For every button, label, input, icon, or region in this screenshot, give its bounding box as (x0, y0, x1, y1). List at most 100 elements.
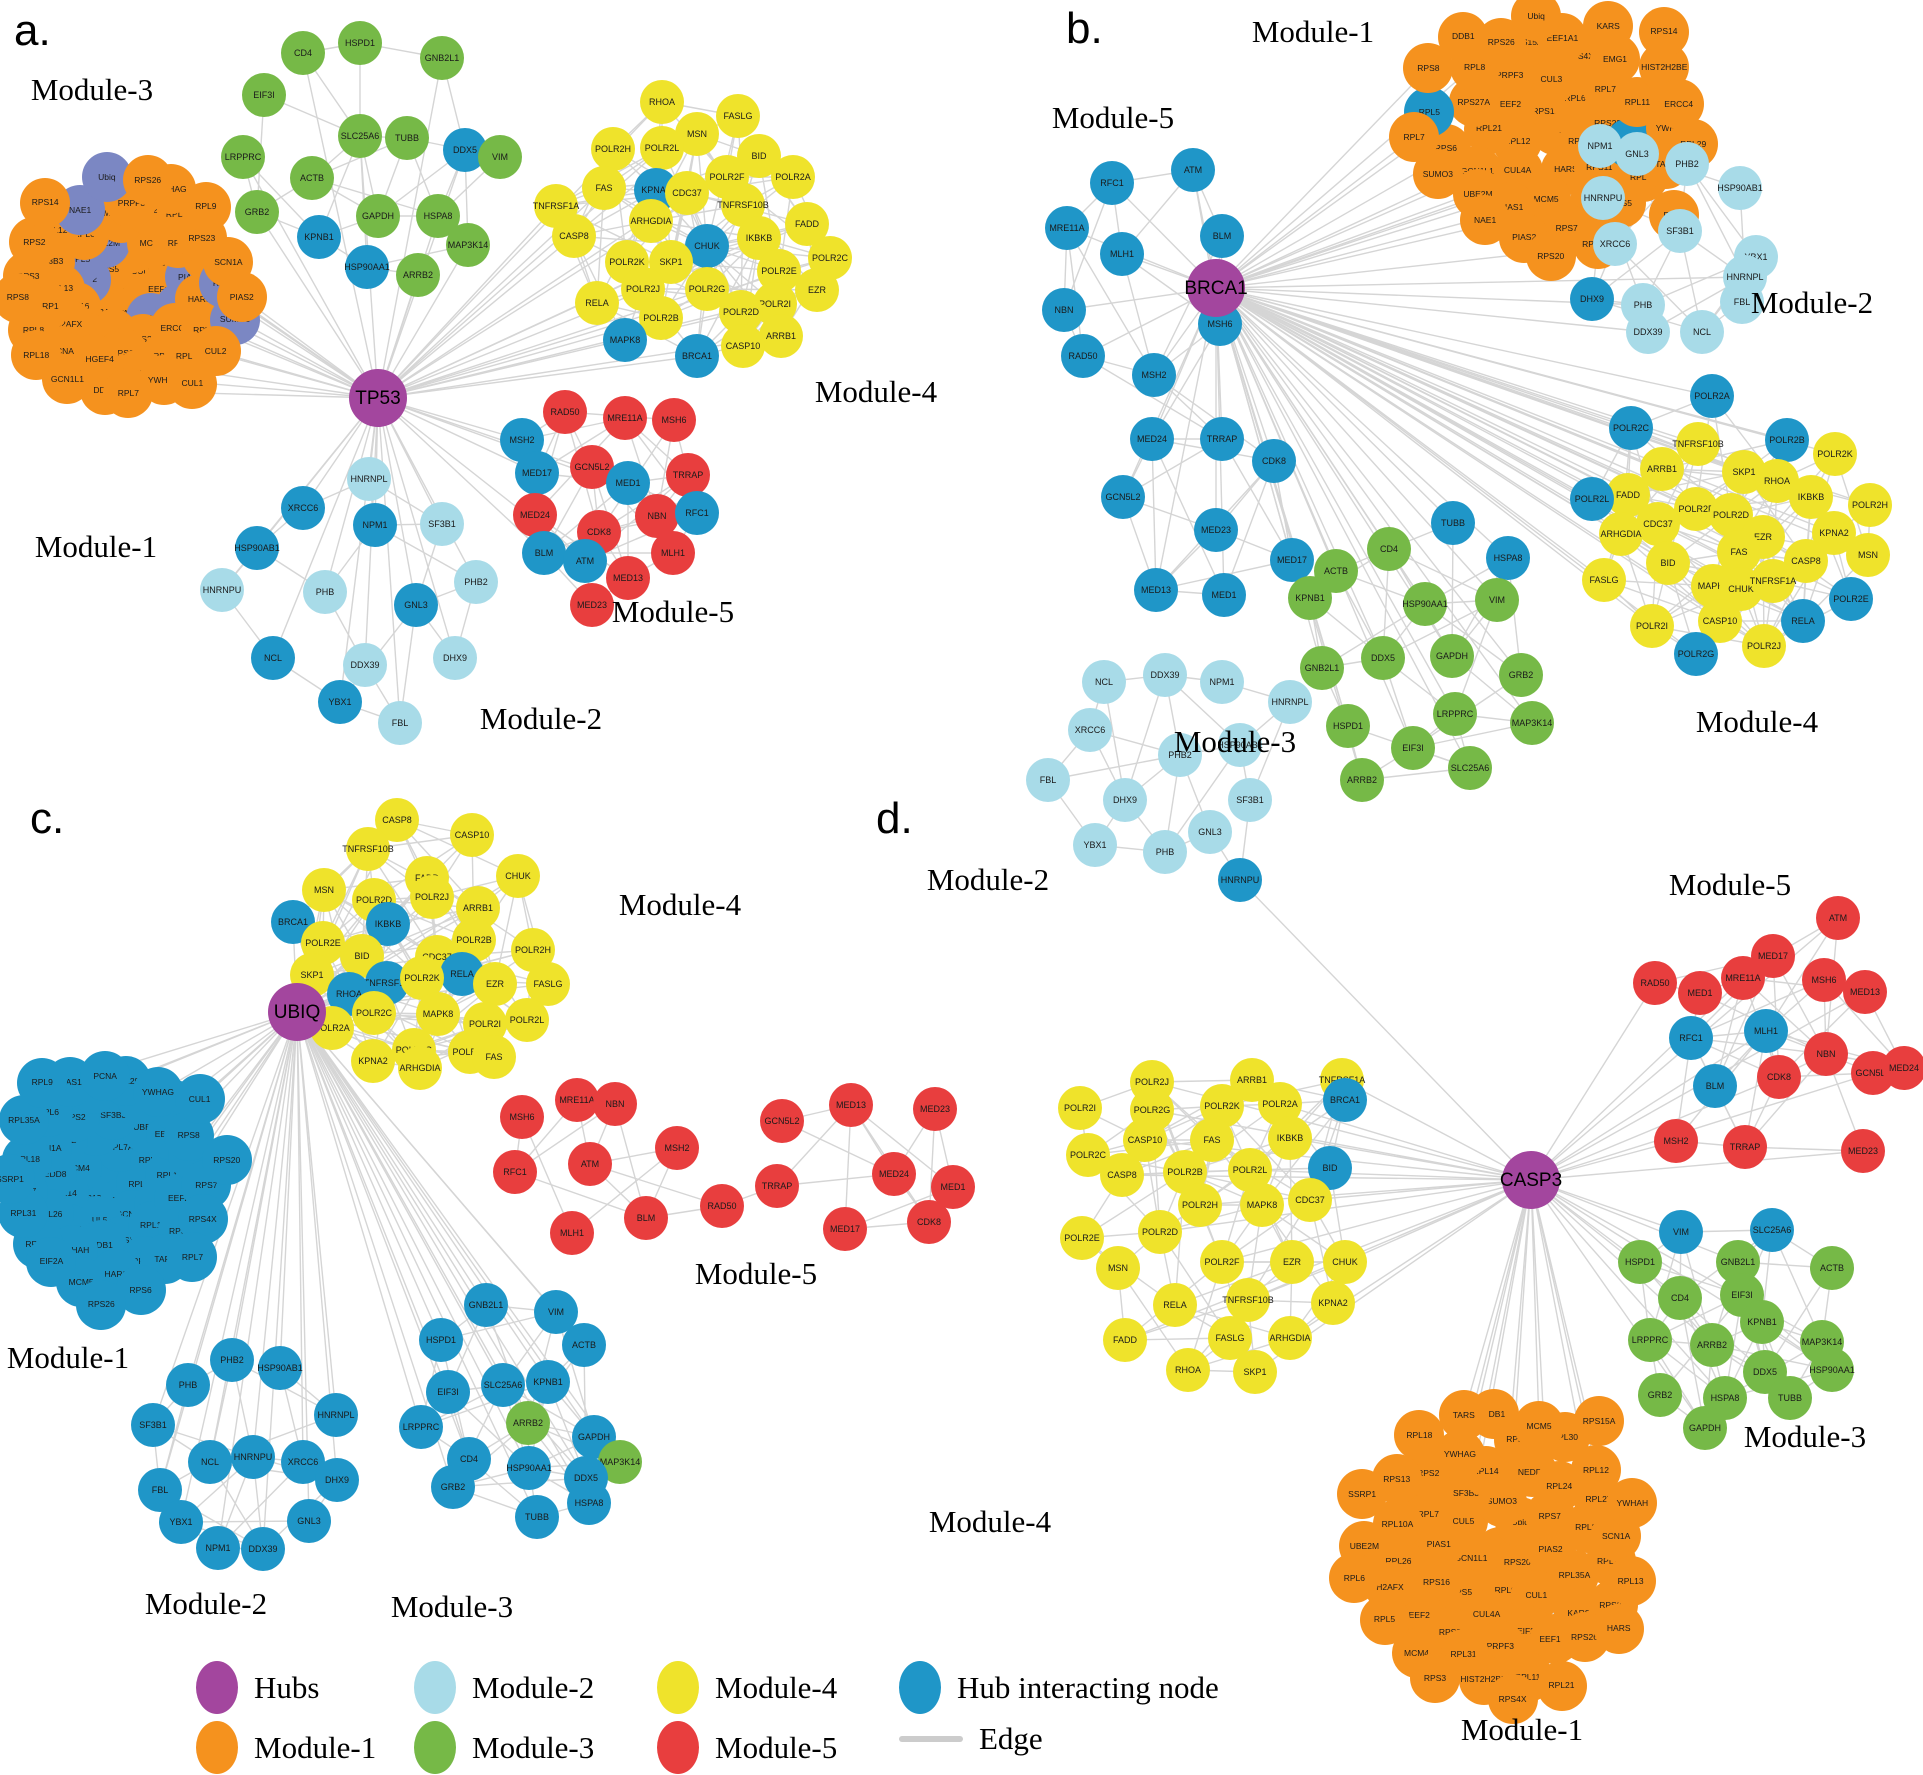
legend-label: Hub interacting node (957, 1669, 1219, 1705)
node-TUBB: TUBB (1768, 1376, 1812, 1420)
node-label: POLR2F (452, 1046, 488, 1057)
node-label: HSPA8 (1493, 552, 1523, 563)
node-label: RPL9 (1494, 1585, 1516, 1596)
node-HSP90AA1: HSP90AA1 (1809, 1348, 1855, 1392)
node-ATM: ATM (563, 539, 607, 583)
node-label: FAS (485, 1051, 503, 1062)
node-label: KARS (1596, 20, 1620, 31)
node-label: POLR2I (468, 1018, 501, 1029)
node-label: CASP10 (454, 829, 490, 840)
node-RPL13: RPL13 (1605, 1556, 1656, 1607)
node-PIAS2: PIAS2 (216, 272, 267, 323)
legend-item-module-4: Module-4 (657, 1661, 837, 1714)
node-label: MCM4 (64, 1162, 90, 1173)
node-label: MCM4 (1404, 1647, 1430, 1658)
edge (1215, 287, 1454, 524)
node-label: UBE2I (133, 1122, 158, 1133)
node-HSPD1: HSPD1 (338, 21, 382, 65)
node-SF3B1: SF3B1 (420, 502, 464, 546)
node-label: GNB2L1 (1304, 662, 1340, 673)
node-label: RFC1 (1100, 177, 1124, 188)
node-CASP8: CASP8 (1100, 1153, 1144, 1197)
node-label: VIM (491, 151, 508, 162)
node-label: CHUK (505, 870, 531, 881)
edge (1530, 982, 1656, 1181)
node-MLH1: MLH1 (651, 531, 695, 575)
edge (1215, 287, 1836, 455)
node-label: POLR2L (509, 1014, 545, 1025)
node-label: MSH6 (1811, 974, 1837, 985)
node-label: RPL11 (1624, 96, 1651, 107)
node-label: POLR2H (1851, 499, 1888, 510)
node-label: HARS (104, 1268, 129, 1279)
node-label: POLR2J (414, 891, 449, 902)
node-label: GCN1L1 (50, 373, 84, 384)
node-label: POLR2A (1262, 1098, 1298, 1109)
node-POLR2I: POLR2I (1058, 1086, 1102, 1130)
node-label: MED24 (1136, 433, 1167, 444)
node-YBX1: YBX1 (318, 680, 362, 724)
node-label: TARS (154, 1253, 177, 1264)
node-POLR2C: POLR2C (352, 991, 396, 1035)
node-label: EIF3I (1731, 1289, 1753, 1300)
node-HNRNPU: HNRNPU (1581, 176, 1625, 220)
node-label: RPL24 (1546, 1480, 1573, 1491)
node-label: POLR2B (1769, 434, 1805, 445)
node-label: RPS6 (1434, 143, 1457, 154)
node-label: RPL6 (1343, 1572, 1365, 1583)
node-label: FASLG (723, 110, 753, 121)
node-label: NBN (605, 1098, 625, 1109)
node-label: RPS26 (134, 174, 162, 185)
node-label: MED24 (1888, 1062, 1919, 1073)
node-label: TRRAP (672, 469, 704, 480)
node-label: RPL27 (1585, 1494, 1612, 1505)
node-label: NPM1 (205, 1542, 231, 1553)
node-PHB2: PHB2 (1665, 142, 1709, 186)
node-label: ARRB2 (512, 1417, 543, 1428)
hub-node-CASP3: CASP3 (1500, 1151, 1562, 1209)
panel-letter-a: a. (14, 6, 51, 55)
node-NBN: NBN (1804, 1032, 1848, 1076)
legend-item-module-2: Module-2 (414, 1661, 594, 1714)
node-label: RPL7A (1597, 1556, 1624, 1567)
node-label: YBX1 (328, 696, 352, 707)
node-label: CUL1 (1525, 1590, 1548, 1601)
node-label: MED23 (1200, 524, 1231, 535)
node-label: POLR2C (355, 1007, 392, 1018)
node-label: POLR2J (625, 283, 660, 294)
edge (1309, 1179, 1532, 1201)
edge (377, 57, 443, 399)
node-HSP90AB1: HSP90AB1 (257, 1346, 303, 1390)
node-SLC25A6: SLC25A6 (1750, 1208, 1794, 1252)
node-label: IKBKB (745, 232, 773, 243)
edge (1530, 1179, 1833, 1371)
node-label: CD4 (1670, 1292, 1689, 1303)
node-label: DHX9 (442, 652, 467, 663)
node-label: PCNA (93, 1070, 117, 1081)
node-NPM1: NPM1 (1200, 660, 1244, 704)
node-MSN: MSN (302, 868, 346, 912)
node-label: MED23 (919, 1103, 950, 1114)
node-label: GCN5L2 (574, 461, 610, 472)
node-label: POLR2D (1141, 1226, 1178, 1237)
node-label: RPS20 (1503, 1556, 1531, 1567)
edge (1215, 287, 1522, 676)
node-label: HSPA8 (574, 1497, 604, 1508)
node-label: MED13 (835, 1099, 866, 1110)
node-label: HIST2H2BE (1460, 1674, 1507, 1685)
node-VIM: VIM (1475, 578, 1519, 622)
node-RAD50: RAD50 (700, 1184, 744, 1228)
node-CASP10: CASP10 (450, 813, 494, 857)
node-label: RPL6 (37, 1106, 59, 1117)
edge (1341, 1079, 1532, 1181)
node-label: MAPK8 (609, 334, 641, 345)
node-label: GNL3 (1198, 826, 1222, 837)
node-label: TNFRSF10B (1672, 438, 1724, 449)
node-label: PRPF3 (117, 197, 146, 208)
node-label: RPS14 (31, 197, 59, 208)
node-label: CD4 (293, 47, 312, 58)
node-SF3B1: SF3B1 (131, 1403, 175, 1447)
node-label: BID (354, 950, 370, 961)
node-label: POLR2F (1678, 503, 1714, 514)
